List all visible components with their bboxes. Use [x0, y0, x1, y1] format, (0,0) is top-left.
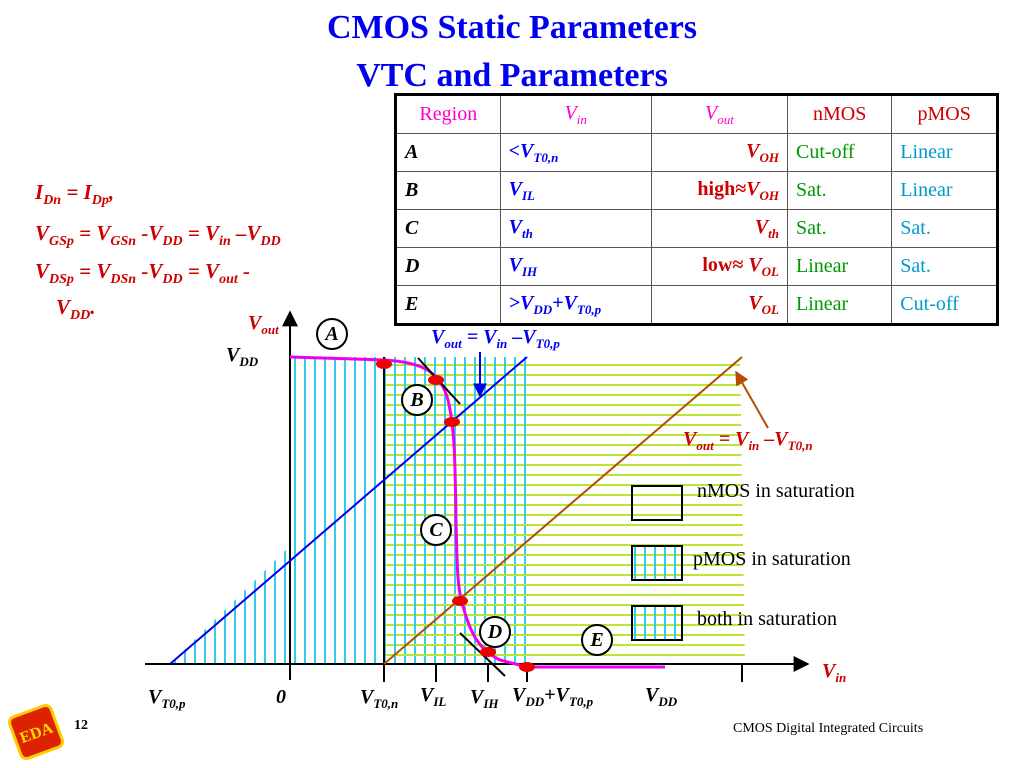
cell-vout: low≈ VOL [650, 247, 789, 286]
table-row: A <VT0,n VOH Cut-off Linear [395, 133, 998, 172]
nmos-line-arrow [735, 370, 769, 429]
legend-pmos-text: pMOS in saturation [693, 548, 851, 570]
region-table: Region Vin Vout nMOS pMOS A <VT0,n VOH C… [394, 93, 999, 326]
point-vil [428, 375, 444, 385]
region-c-label: C [420, 514, 452, 546]
region-a-label: A [316, 318, 348, 350]
cell-vout: VOL [650, 285, 789, 325]
cell-pmos: Cut-off [891, 285, 998, 325]
table-row: C Vth Vth Sat. Sat. [395, 209, 998, 248]
header-vout: Vout [650, 94, 789, 134]
cell-nmos: Linear [787, 285, 893, 325]
point-b-c [444, 417, 460, 427]
y-axis-label: Vout [248, 312, 279, 337]
eda-logo: EDA [7, 703, 65, 761]
table-row: D VIH low≈ VOL Linear Sat. [395, 247, 998, 286]
table-row: E >VDD+VT0,p VOL Linear Cut-off [395, 285, 998, 325]
pmos-boundary-line [169, 356, 528, 665]
cell-nmos: Linear [787, 247, 893, 286]
cell-vin: <VT0,n [499, 133, 652, 172]
table-row: B VIL high≈VOH Sat. Linear [395, 171, 998, 210]
point-d-e [519, 662, 535, 672]
tick-label-vil: VIL [420, 684, 447, 709]
tick-label-vdd-vt0p: VDD+VT0,p [512, 684, 594, 709]
equation-currents: IDn = IDp, [35, 180, 115, 209]
header-pmos: pMOS [891, 94, 998, 134]
cell-nmos: Cut-off [787, 133, 893, 172]
tick-label-vih: VIH [470, 686, 499, 711]
pmos-sat-region [170, 357, 384, 664]
equation-vds: VDSp = VDSn -VDD = Vout - VDD. [35, 259, 250, 323]
cell-region: E [395, 285, 501, 325]
vdd-level-label: VDD [226, 344, 259, 369]
course-title: CMOS Digital Integrated Circuits [733, 721, 924, 736]
cell-pmos: Linear [891, 171, 998, 210]
legend-swatch-both [631, 605, 683, 641]
tick-label-vt0p: VT0,p [148, 686, 186, 711]
page-number: 12 [74, 718, 88, 733]
cell-vin: >VDD+VT0,p [499, 285, 652, 325]
legend-both-text: both in saturation [697, 608, 837, 630]
nmos-boundary-line [383, 356, 743, 665]
cell-nmos: Sat. [787, 171, 893, 210]
legend-swatch-pmos [631, 545, 683, 581]
header-region: Region [395, 94, 501, 134]
legend-nmos-text: nMOS in saturation [697, 480, 855, 502]
equations-block: IDn = IDp, VGSp = VGSn -VDD = Vin –VDD V… [35, 176, 281, 329]
point-c-d [452, 596, 468, 606]
equation-vgs: VGSp = VGSn -VDD = Vin –VDD [35, 221, 281, 250]
cell-pmos: Linear [891, 133, 998, 172]
cell-nmos: Sat. [787, 209, 893, 248]
region-d-label: D [479, 616, 511, 648]
point-a-b [376, 359, 392, 369]
tick-label-zero: 0 [276, 686, 286, 708]
tick-label-vdd: VDD [645, 684, 678, 709]
region-b-label: B [401, 384, 433, 416]
region-e-label: E [581, 624, 613, 656]
nmos-line-label: Vout = Vin –VT0,n [683, 428, 813, 453]
x-axis-label: Vin [822, 660, 847, 685]
cell-pmos: Sat. [891, 209, 998, 248]
pmos-line-label: Vout = Vin –VT0,p [431, 326, 560, 351]
cell-vout: Vth [650, 209, 789, 248]
cell-vout: high≈VOH [650, 171, 789, 210]
page-title: CMOS Static Parameters [326, 9, 698, 46]
legend-swatch-nmos [631, 485, 683, 521]
tick-label-vt0n: VT0,n [360, 686, 399, 711]
point-vih [480, 647, 496, 657]
page-subtitle: VTC and Parameters [356, 57, 668, 94]
cell-vin: VIL [499, 171, 652, 210]
